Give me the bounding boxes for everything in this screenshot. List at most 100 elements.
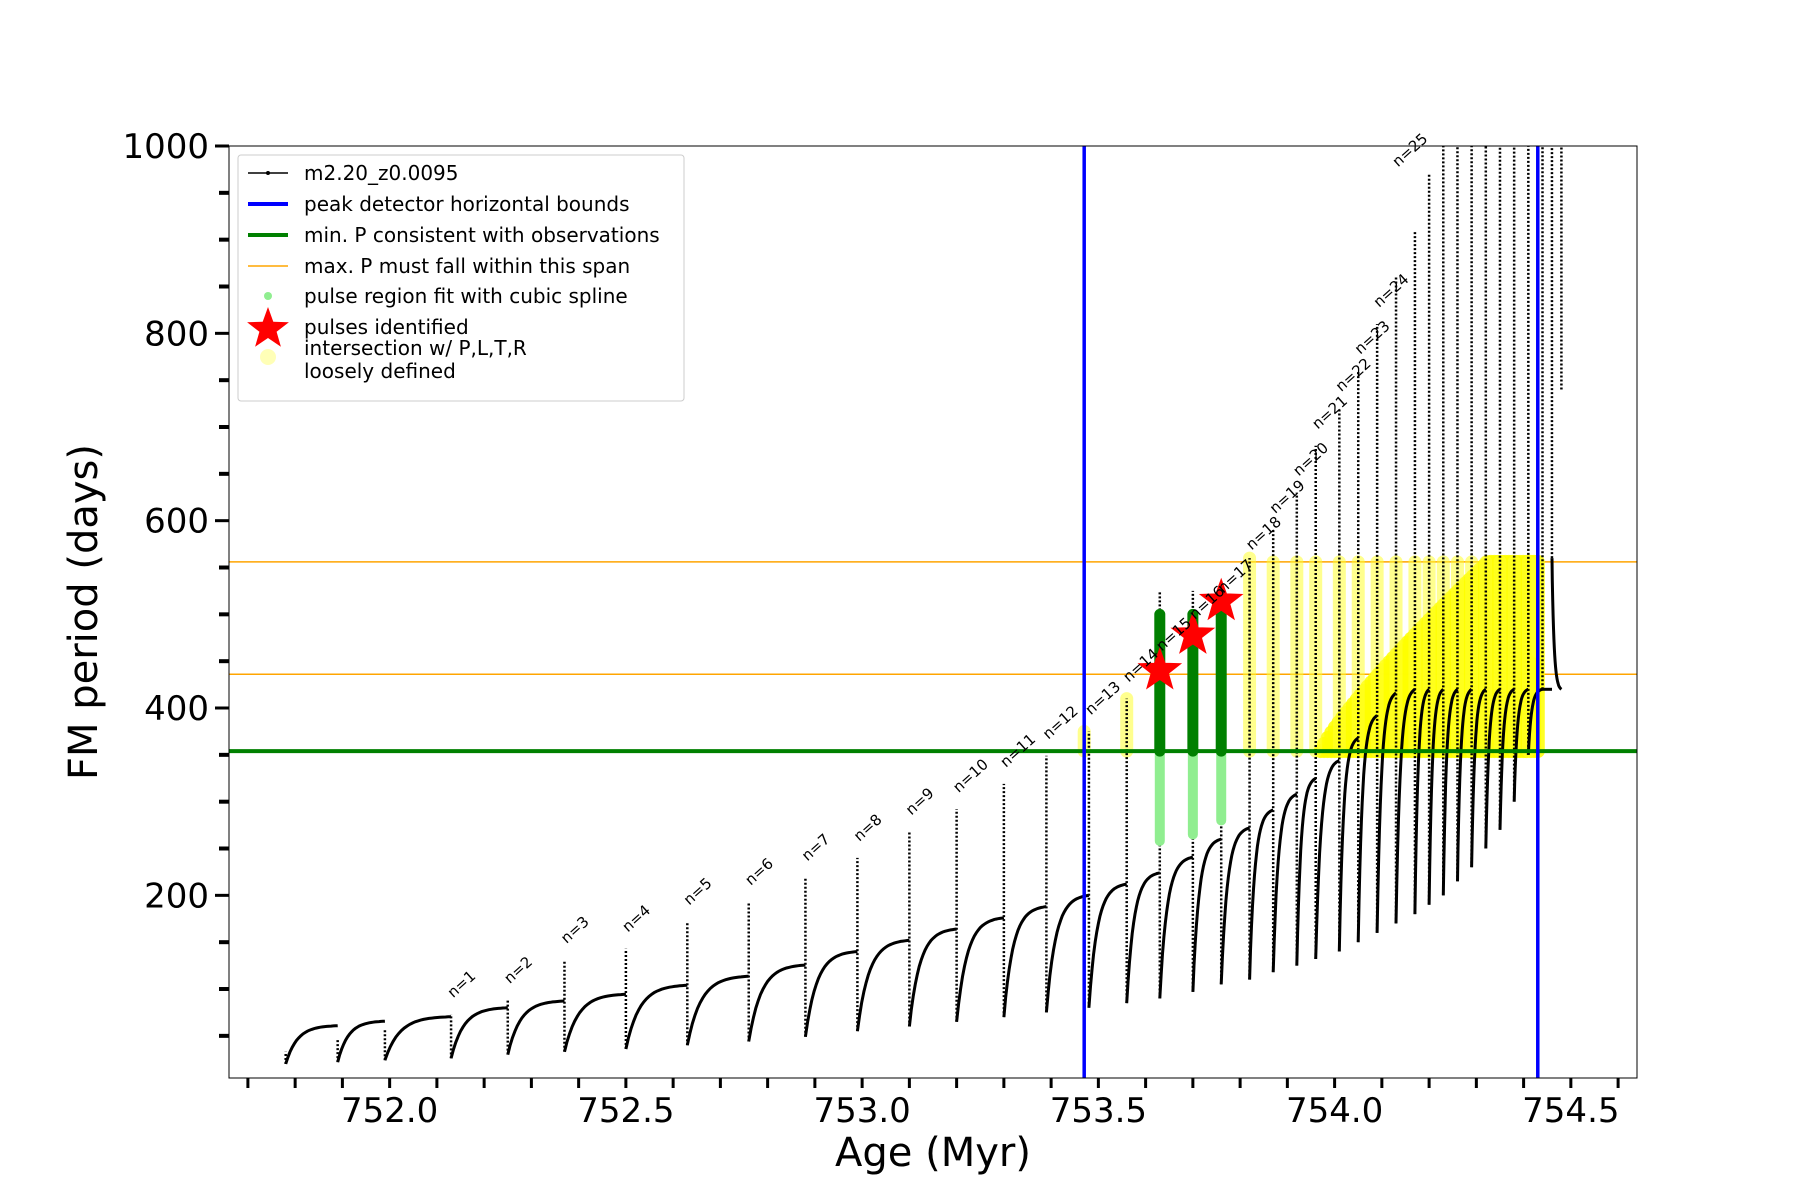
- interpulse-curve: [1484, 687, 1501, 849]
- legend-marker: [264, 292, 272, 300]
- legend-label-line: loosely defined: [304, 359, 456, 383]
- x-tick-label: 752.0: [341, 1091, 438, 1131]
- pulse-number-label: n=18: [1242, 513, 1285, 554]
- interpulse-curve: [955, 916, 1005, 1022]
- pulse-number-label: n=10: [949, 755, 992, 796]
- interpulse-curve: [1413, 688, 1431, 915]
- interpulse-curve: [284, 1024, 338, 1065]
- pulse-number-label: n=23: [1351, 317, 1394, 358]
- interpulse-curve: [449, 1006, 508, 1059]
- pulse-number-label: n=20: [1289, 439, 1332, 480]
- x-tick-label: 754.5: [1522, 1091, 1619, 1131]
- interpulse-curve: [1219, 826, 1251, 985]
- legend-label: pulses identified: [304, 315, 469, 339]
- interpulse-curve: [907, 927, 957, 1027]
- interpulse-curve: [1125, 871, 1161, 1004]
- legend-marker: [266, 171, 270, 175]
- interpulse-curve: [1044, 893, 1090, 1013]
- pulse-number-label: n=1: [444, 967, 480, 1002]
- interpulse-curve: [855, 938, 910, 1032]
- interpulse-curve: [1512, 687, 1529, 802]
- pulse-number-label: n=9: [902, 784, 938, 819]
- pulse-number-label: n=5: [680, 874, 716, 909]
- interpulse-curve: [1456, 688, 1473, 882]
- pulse-number-label: n=7: [798, 830, 834, 865]
- legend-label-line: pulses identified: [304, 315, 469, 339]
- pulse-identified-star: [1170, 611, 1216, 654]
- interpulse-curve: [383, 1015, 452, 1061]
- legend-label-line: peak detector horizontal bounds: [304, 192, 630, 216]
- interpulse-curve: [563, 992, 626, 1053]
- reference-lines-vertical: [229, 146, 1637, 1078]
- legend-label-line: intersection w/ P,L,T,R: [304, 336, 527, 360]
- interpulse-curve: [1337, 736, 1359, 952]
- pulse-identified-star: [1198, 577, 1244, 621]
- interpulse-curve: [1271, 792, 1298, 973]
- legend-marker: [247, 307, 289, 347]
- legend-label-line: m2.20_z0.0095: [304, 161, 459, 185]
- y-tick-label: 800: [144, 314, 209, 354]
- legend-label-line: pulse region fit with cubic spline: [304, 284, 628, 308]
- y-tick-label: 600: [144, 502, 209, 542]
- interpulse-curve: [685, 974, 749, 1046]
- interpulse-curve: [1248, 808, 1274, 980]
- interpulse-curve: [1375, 691, 1397, 933]
- legend-label-line: min. P consistent with observations: [304, 223, 660, 247]
- legend-label: min. P consistent with observations: [304, 223, 660, 247]
- interpulse-curve: [1394, 688, 1416, 924]
- interpulse-curve: [1158, 855, 1194, 999]
- interpulse-curve: [1356, 714, 1378, 943]
- interpulse-curve: [803, 950, 858, 1038]
- interpulse-curve: [1002, 905, 1047, 1018]
- legend-label: m2.20_z0.0095: [304, 161, 459, 185]
- pulse-number-label: n=2: [500, 953, 536, 988]
- interpulse-curve: [1498, 687, 1515, 830]
- pulse-number-label: n=19: [1266, 476, 1309, 517]
- y-tick-label: 200: [144, 876, 209, 916]
- interpulse-curve: [624, 983, 688, 1050]
- interpulse-curve: [336, 1019, 385, 1063]
- legend-label: pulse region fit with cubic spline: [304, 284, 628, 308]
- interpulse-curve: [506, 999, 565, 1055]
- pulse-identified-star: [1137, 647, 1183, 690]
- legend-label: intersection w/ P,L,T,R loosely defined: [304, 336, 527, 383]
- legend-marker: [260, 349, 276, 365]
- interpulse-curve: [1087, 882, 1127, 1008]
- interpulse-curve: [1526, 687, 1543, 755]
- pulse-number-label: n=4: [619, 901, 655, 936]
- axes: 752.0 752.5 753.0 753.5 754.0 754.5 200 400 600 8…: [61, 127, 1620, 1176]
- x-tick-label: 752.5: [577, 1091, 674, 1131]
- interpulse-curve: [1470, 688, 1487, 868]
- pulse-number-label: n=8: [850, 810, 886, 845]
- pulse-number-label: n=21: [1308, 392, 1351, 433]
- plot-frame: [228, 145, 1638, 1079]
- interpulse-curve: [1314, 759, 1340, 960]
- interpulse-curve: [1191, 837, 1222, 992]
- legend-label-line: max. P must fall within this span: [304, 254, 630, 278]
- interpulse-curve: [747, 963, 806, 1042]
- x-axis-label: Age (Myr): [835, 1130, 1031, 1176]
- interpulse-curve: [1295, 777, 1317, 966]
- interpulse-curve: [1441, 688, 1459, 896]
- pulse-number-label: n=24: [1370, 270, 1413, 311]
- pulses-identified-layer: [1137, 577, 1244, 690]
- legend-label: peak detector horizontal bounds: [304, 192, 630, 216]
- model-track-layer: [284, 146, 1563, 1065]
- interpulse-curve: [1550, 558, 1563, 691]
- legend-label: max. P must fall within this span: [304, 254, 630, 278]
- legend-box: [237, 154, 685, 402]
- pulse-number-label: n=13: [1082, 678, 1125, 719]
- pulse-number-label: n=22: [1332, 354, 1375, 395]
- pulse-number-label: n=12: [1039, 702, 1082, 743]
- interpulse-curve: [1427, 688, 1445, 905]
- x-tick-label: 754.0: [1286, 1091, 1383, 1131]
- y-tick-label: 1000: [122, 127, 209, 167]
- pulse-number-label: n=6: [741, 854, 777, 889]
- y-axis-label: FM period (days): [61, 444, 107, 780]
- y-tick-label: 400: [144, 689, 209, 729]
- x-tick-label: 753.0: [813, 1091, 910, 1131]
- pulse-number-label: n=3: [557, 913, 593, 948]
- pulse-number-label: n=25: [1389, 130, 1432, 171]
